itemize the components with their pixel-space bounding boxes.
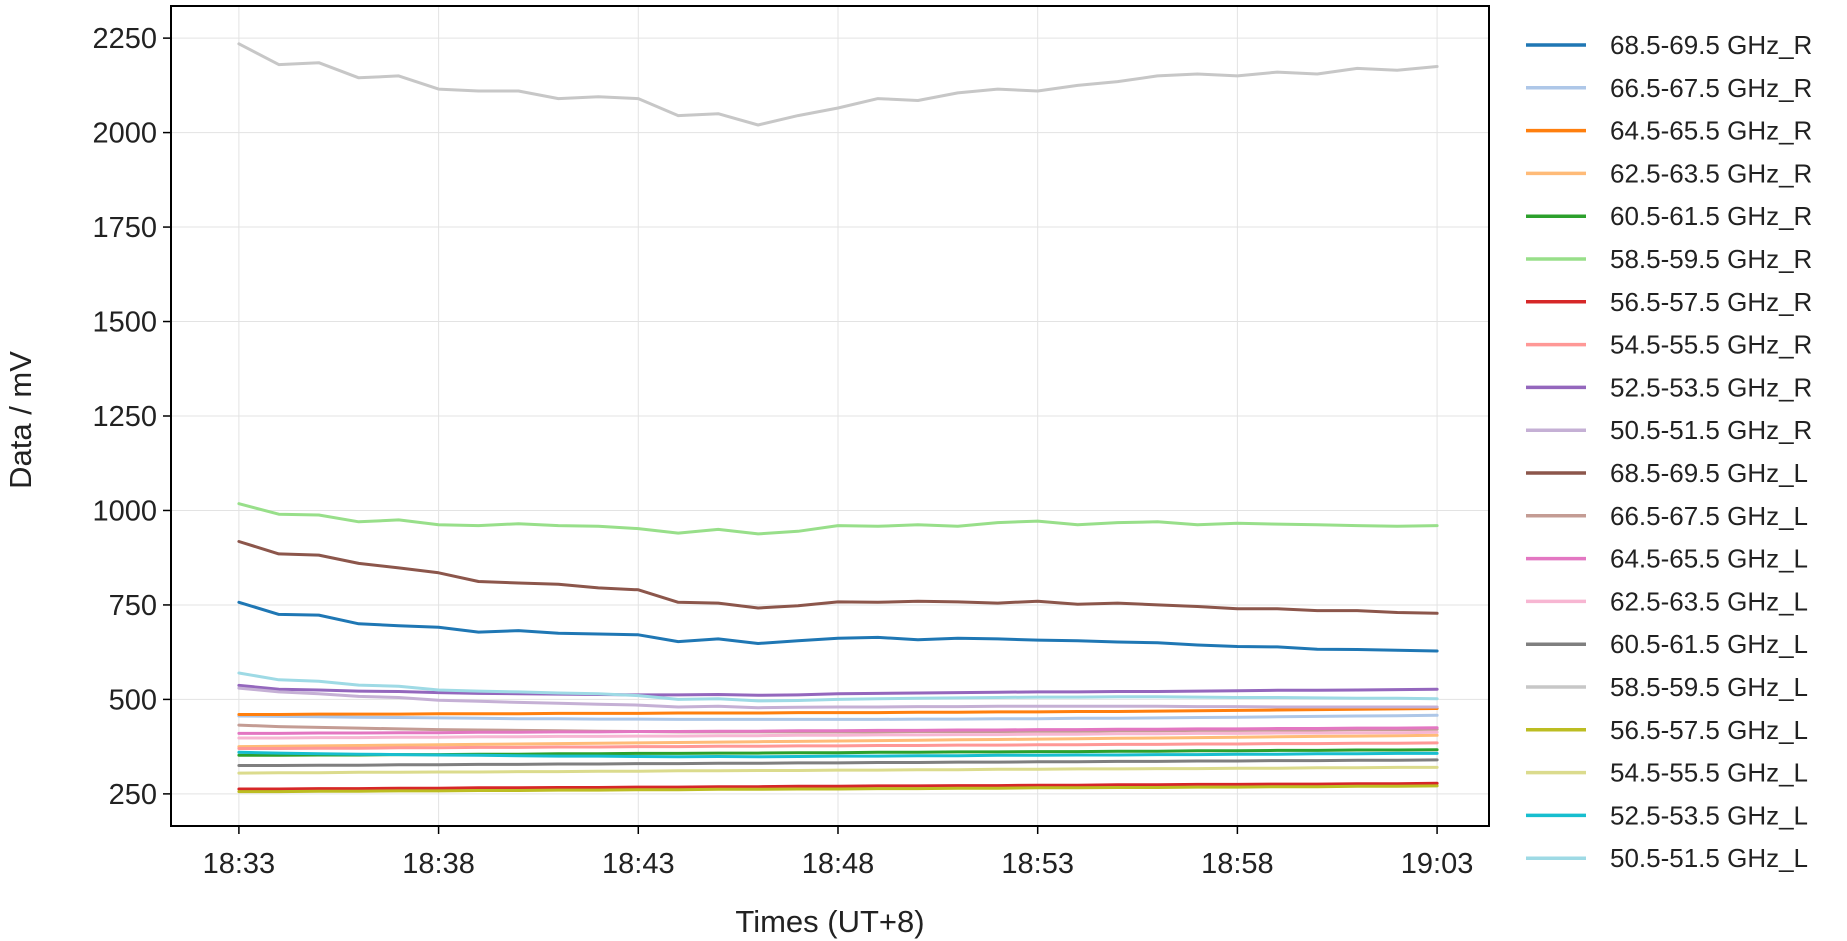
legend-label: 54.5-55.5 GHz_L <box>1610 758 1808 788</box>
series-line <box>237 707 1439 716</box>
legend-label: 56.5-57.5 GHz_R <box>1610 287 1812 317</box>
legend-label: 62.5-63.5 GHz_R <box>1610 158 1812 188</box>
y-tick-label: 1000 <box>92 495 157 527</box>
legend-label: 52.5-53.5 GHz_L <box>1610 800 1808 830</box>
legend-item: 60.5-61.5 GHz_L <box>1526 629 1808 659</box>
legend-item: 58.5-59.5 GHz_R <box>1526 244 1812 274</box>
legend-item: 68.5-69.5 GHz_R <box>1526 30 1812 60</box>
legend-item: 64.5-65.5 GHz_R <box>1526 116 1812 146</box>
legend-label: 66.5-67.5 GHz_L <box>1610 501 1808 531</box>
x-tick-label: 18:33 <box>203 848 276 880</box>
y-tick-label: 1250 <box>92 401 157 433</box>
legend-label: 58.5-59.5 GHz_L <box>1610 672 1808 702</box>
series-lines <box>237 42 1439 794</box>
legend-label: 50.5-51.5 GHz_R <box>1610 415 1812 445</box>
legend-item: 56.5-57.5 GHz_L <box>1526 715 1808 745</box>
series-line <box>237 730 1439 740</box>
series-line <box>237 781 1439 791</box>
series-line <box>237 758 1439 767</box>
x-tick-label: 18:48 <box>802 848 875 880</box>
legend-item: 62.5-63.5 GHz_L <box>1526 586 1808 616</box>
legend-item: 54.5-55.5 GHz_L <box>1526 758 1808 788</box>
y-tick-label: 1500 <box>92 307 157 339</box>
axis-ticks: 18:33 18:38 18:43 18:48 18:53 18:58 19:03 250 50… <box>92 23 1473 880</box>
x-tick-label: 18:58 <box>1201 848 1274 880</box>
legend-label: 68.5-69.5 GHz_L <box>1610 458 1808 488</box>
x-tick-label: 18:53 <box>1001 848 1074 880</box>
y-axis-label: Data / mV <box>3 351 38 489</box>
x-tick-label: 18:43 <box>602 848 675 880</box>
series-line <box>237 686 1439 710</box>
legend-item: 50.5-51.5 GHz_L <box>1526 843 1808 873</box>
series-line <box>237 784 1439 794</box>
y-tick-label: 1750 <box>92 212 157 244</box>
legend-item: 62.5-63.5 GHz_R <box>1526 158 1812 188</box>
legend-label: 54.5-55.5 GHz_R <box>1610 330 1812 360</box>
legend-label: 60.5-61.5 GHz_R <box>1610 201 1812 231</box>
legend-item: 52.5-53.5 GHz_L <box>1526 800 1808 830</box>
series-line <box>237 726 1439 735</box>
series-line <box>237 765 1439 775</box>
legend-label: 52.5-53.5 GHz_R <box>1610 372 1812 402</box>
series-line <box>237 741 1439 750</box>
legend-label: 60.5-61.5 GHz_L <box>1610 629 1808 659</box>
legend-label: 62.5-63.5 GHz_L <box>1610 586 1808 616</box>
legend-label: 64.5-65.5 GHz_R <box>1610 116 1812 146</box>
grid <box>171 6 1489 826</box>
series-line <box>237 42 1439 127</box>
legend-label: 66.5-67.5 GHz_R <box>1610 73 1812 103</box>
y-tick-label: 750 <box>109 590 157 622</box>
legend-item: 52.5-53.5 GHz_R <box>1526 372 1812 402</box>
legend-item: 56.5-57.5 GHz_R <box>1526 287 1812 317</box>
y-tick-label: 2250 <box>92 23 157 55</box>
series-line <box>237 733 1439 749</box>
legend-label: 50.5-51.5 GHz_L <box>1610 843 1808 873</box>
legend-item: 66.5-67.5 GHz_R <box>1526 73 1812 103</box>
series-line <box>237 713 1439 721</box>
legend-item: 66.5-67.5 GHz_L <box>1526 501 1808 531</box>
legend-item: 54.5-55.5 GHz_R <box>1526 330 1812 360</box>
y-tick-label: 500 <box>109 684 157 716</box>
series-line <box>237 683 1439 697</box>
legend-label: 64.5-65.5 GHz_L <box>1610 544 1808 574</box>
series-line <box>237 671 1439 703</box>
series-line <box>237 750 1439 759</box>
legend: 68.5-69.5 GHz_R 66.5-67.5 GHz_R 64.5-65.5 … <box>1526 30 1812 873</box>
legend-label: 68.5-69.5 GHz_R <box>1610 30 1812 60</box>
y-tick-label: 250 <box>109 779 157 811</box>
legend-label: 58.5-59.5 GHz_R <box>1610 244 1812 274</box>
series-line <box>237 540 1439 615</box>
legend-item: 64.5-65.5 GHz_L <box>1526 544 1808 574</box>
x-axis-label: Times (UT+8) <box>735 904 924 939</box>
x-tick-label: 19:03 <box>1401 848 1474 880</box>
legend-label: 56.5-57.5 GHz_L <box>1610 715 1808 745</box>
y-tick-label: 2000 <box>92 118 157 150</box>
legend-item: 58.5-59.5 GHz_L <box>1526 672 1808 702</box>
series-line <box>237 502 1439 536</box>
legend-item: 68.5-69.5 GHz_L <box>1526 458 1808 488</box>
x-tick-label: 18:38 <box>402 848 475 880</box>
legend-item: 60.5-61.5 GHz_R <box>1526 201 1812 231</box>
legend-item: 50.5-51.5 GHz_R <box>1526 415 1812 445</box>
series-line <box>237 600 1439 653</box>
